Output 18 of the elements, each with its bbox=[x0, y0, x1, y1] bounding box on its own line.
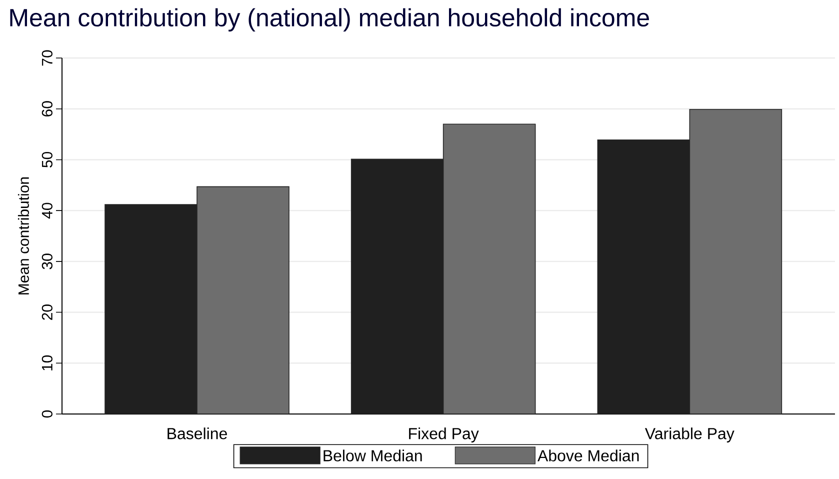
bar bbox=[442, 124, 536, 414]
x-tick-label: Variable Pay bbox=[644, 428, 734, 442]
bar bbox=[689, 108, 782, 414]
y-tick-label: 60 bbox=[42, 101, 52, 116]
y-tick-label: 10 bbox=[42, 355, 52, 370]
y-axis-title: Mean contribution bbox=[18, 177, 29, 294]
y-tick-label: 50 bbox=[42, 152, 52, 168]
chart-title: Mean contribution by (national) median household income bbox=[10, 8, 649, 32]
bar bbox=[196, 186, 290, 414]
y-tick-label: 20 bbox=[42, 304, 52, 320]
y-tick-label: 0 bbox=[42, 410, 52, 418]
y-tick-label: 30 bbox=[42, 254, 52, 270]
y-tick-label: 40 bbox=[42, 202, 52, 219]
x-tick-label: Baseline bbox=[168, 428, 227, 440]
y-tick-label: 70 bbox=[42, 50, 52, 66]
legend-label: Below Median bbox=[324, 450, 422, 462]
legend-label: Above Median bbox=[538, 450, 639, 462]
x-tick-label: Fixed Pay bbox=[409, 428, 479, 442]
